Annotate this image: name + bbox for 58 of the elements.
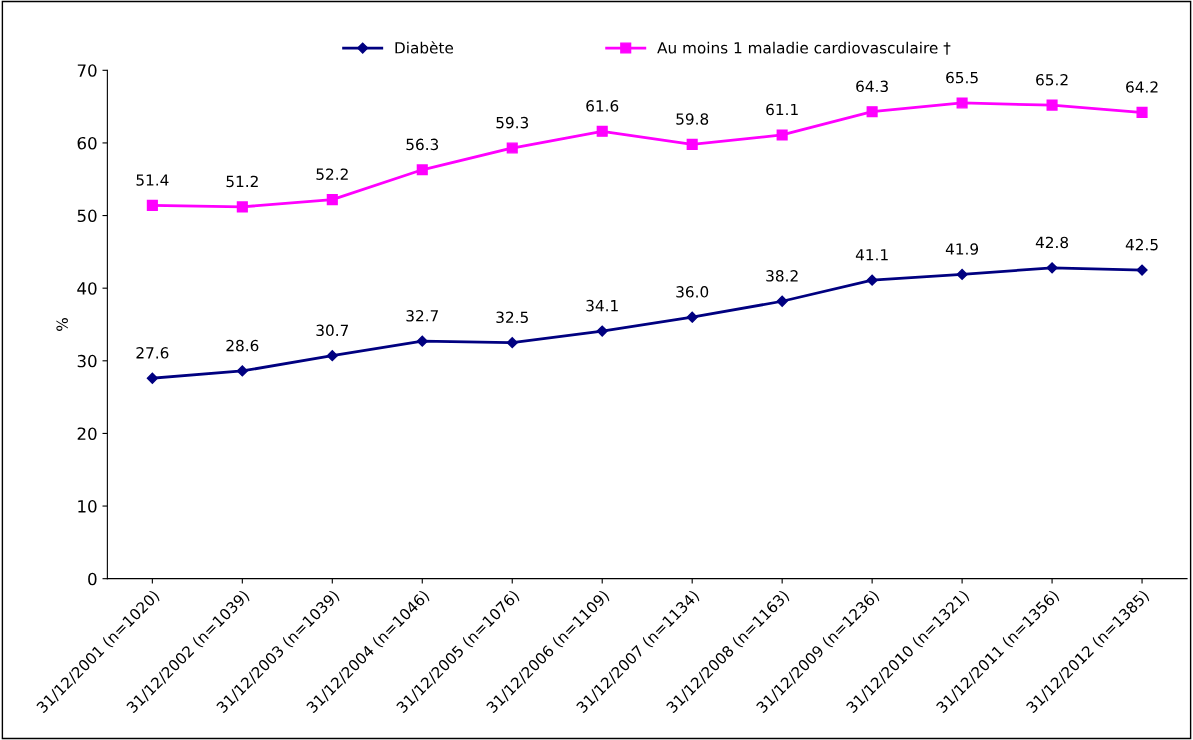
legend-label: Diabète bbox=[395, 41, 454, 54]
y-tick-label: 60 bbox=[77, 136, 97, 150]
data-label: 38.2 bbox=[766, 270, 798, 282]
data-label: 65.2 bbox=[1036, 73, 1068, 86]
y-tick-label: 30 bbox=[77, 354, 97, 368]
point bbox=[686, 138, 698, 150]
point bbox=[236, 365, 248, 377]
data-label: 41.1 bbox=[855, 249, 888, 261]
data-label: 59.3 bbox=[496, 116, 529, 129]
point bbox=[866, 106, 878, 118]
data-label: 51.4 bbox=[136, 174, 169, 186]
data-label: 64.2 bbox=[1126, 81, 1158, 93]
point bbox=[146, 199, 158, 211]
point bbox=[326, 194, 338, 206]
point bbox=[1046, 262, 1058, 274]
point bbox=[416, 335, 428, 347]
point bbox=[326, 350, 338, 362]
data-label: 28.6 bbox=[226, 339, 259, 352]
point bbox=[416, 164, 428, 176]
legend-label: Au moins 1 maladie cardiovasculaire † bbox=[657, 41, 951, 55]
y-tick-label: 40 bbox=[77, 282, 97, 295]
data-label: 36.0 bbox=[676, 286, 709, 298]
point bbox=[596, 125, 608, 137]
point bbox=[866, 274, 878, 286]
point bbox=[1136, 106, 1148, 118]
y-tick-label: 0 bbox=[88, 572, 97, 586]
data-label: 64.3 bbox=[856, 80, 888, 93]
y-tick-label: 10 bbox=[78, 500, 97, 513]
y-tick-label: 70 bbox=[77, 64, 97, 77]
y-axis-title: % bbox=[56, 318, 68, 331]
y-tick-label: 50 bbox=[77, 209, 97, 223]
data-label: 32.7 bbox=[406, 310, 438, 322]
data-label: 41.9 bbox=[945, 243, 979, 255]
data-label: 61.6 bbox=[586, 100, 619, 112]
data-label: 65.5 bbox=[946, 71, 978, 84]
data-label: 34.1 bbox=[586, 299, 618, 312]
point bbox=[1046, 99, 1058, 111]
data-label: 59.8 bbox=[676, 113, 709, 125]
data-label: 27.6 bbox=[136, 347, 169, 359]
data-label: 61.1 bbox=[766, 103, 798, 116]
point bbox=[776, 295, 788, 307]
point bbox=[506, 337, 518, 349]
data-label: 56.3 bbox=[406, 138, 439, 151]
data-label: 42.8 bbox=[1035, 236, 1069, 249]
point bbox=[236, 201, 248, 213]
y-tick-label: 20 bbox=[77, 427, 97, 440]
point bbox=[686, 311, 698, 323]
point bbox=[956, 97, 968, 109]
point bbox=[146, 372, 158, 384]
point bbox=[776, 129, 788, 141]
data-label: 32.5 bbox=[496, 311, 528, 324]
data-label: 51.2 bbox=[226, 175, 258, 188]
point bbox=[596, 325, 608, 337]
data-label: 42.5 bbox=[1125, 238, 1158, 251]
point bbox=[506, 142, 518, 154]
data-label: 30.7 bbox=[316, 324, 348, 337]
point bbox=[956, 268, 968, 280]
data-label: 52.2 bbox=[316, 168, 348, 180]
